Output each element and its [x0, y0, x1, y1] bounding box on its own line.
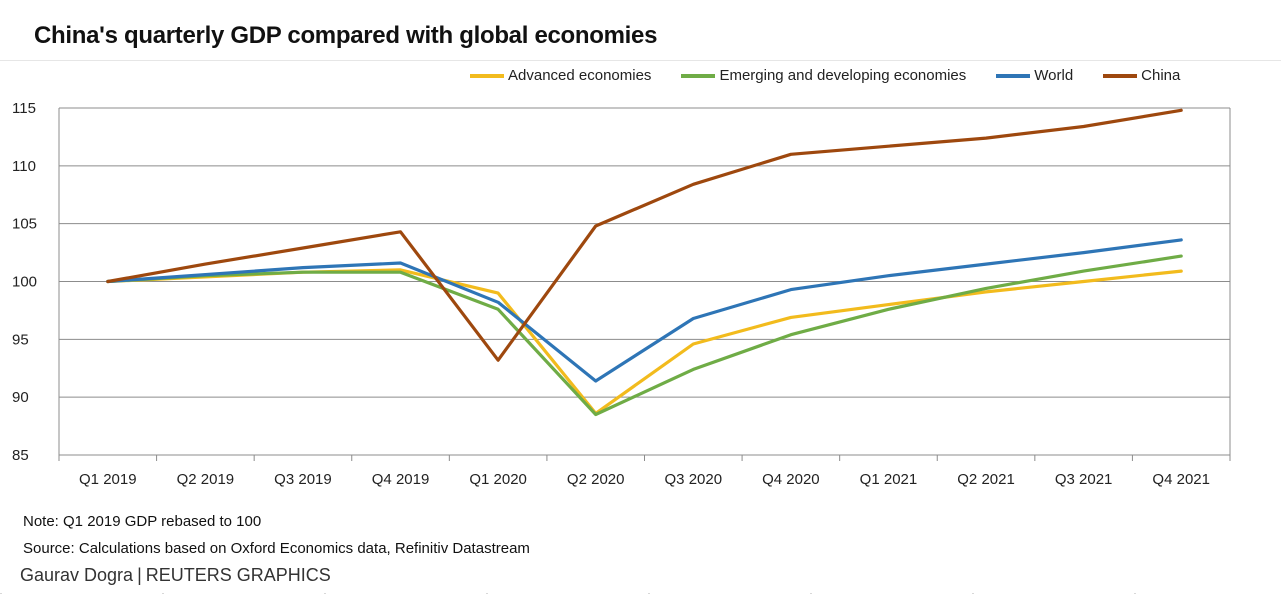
- gridlines: [58, 107, 1231, 456]
- y-tick-label: 95: [12, 331, 29, 348]
- x-tick-label: Q3 2021: [1055, 471, 1113, 488]
- credit-separator: |: [137, 565, 142, 585]
- chart-source: Source: Calculations based on Oxford Eco…: [23, 540, 530, 557]
- legend-item-world: World: [996, 67, 1073, 84]
- y-tick-label: 85: [12, 447, 29, 464]
- chart-title: China's quarterly GDP compared with glob…: [34, 22, 658, 49]
- legend-label-advanced: Advanced economies: [508, 67, 652, 84]
- legend-label-world: World: [1034, 67, 1074, 84]
- y-tick-label: 100: [12, 274, 37, 291]
- legend-item-emerging: Emerging and developing economies: [681, 67, 966, 84]
- chart-credit: Gaurav Dogra | REUTERS GRAPHICS: [20, 565, 331, 586]
- x-tick-label: Q2 2019: [177, 471, 235, 488]
- legend-swatch-world: [996, 73, 1031, 78]
- x-tick-label: Q4 2021: [1152, 471, 1210, 488]
- x-tick-label: Q1 2019: [79, 471, 137, 488]
- y-tick-label: 105: [12, 216, 37, 233]
- x-tick-label: Q4 2020: [762, 471, 820, 488]
- x-tick-label: Q2 2021: [957, 471, 1015, 488]
- y-tick-label: 110: [12, 158, 36, 175]
- series-line-china: [106, 108, 1183, 362]
- x-tick-label: Q3 2019: [274, 471, 332, 488]
- title-divider: [0, 60, 1281, 61]
- legend-swatch-advanced: [470, 73, 504, 78]
- legend-item-china: China: [1103, 67, 1180, 84]
- bottom-divider: [0, 593, 1281, 594]
- line-chart: 85 90 95 100 105 110 115 Q1 2019 Q2 2019 Q3 2019 Q…: [12, 100, 1231, 488]
- series-line-emerging-and-developing-economies: [106, 254, 1183, 417]
- credit-org: REUTERS GRAPHICS: [145, 565, 331, 585]
- x-tick-label: Q3 2020: [665, 471, 723, 488]
- chart-legend: Advanced economies Emerging and developi…: [470, 67, 1241, 84]
- credit-author: Gaurav Dogra: [20, 565, 134, 585]
- x-tick-label: Q4 2019: [372, 471, 430, 488]
- x-tick-label: Q2 2020: [567, 471, 625, 488]
- legend-label-emerging: Emerging and developing economies: [719, 67, 967, 84]
- legend-swatch-emerging: [681, 73, 716, 78]
- axes: 85 90 95 100 105 110 115 Q1 2019 Q2 2019 Q3 2019 Q…: [12, 100, 1231, 488]
- x-tick-label: Q1 2020: [469, 471, 527, 488]
- series-line-world: [106, 238, 1183, 383]
- series-lines: [106, 108, 1183, 417]
- legend-item-advanced: Advanced economies: [470, 67, 651, 84]
- chart-note: Note: Q1 2019 GDP rebased to 100: [23, 513, 262, 530]
- y-tick-label: 90: [12, 389, 29, 406]
- legend-swatch-china: [1103, 73, 1138, 78]
- legend-label-china: China: [1141, 67, 1181, 84]
- x-tick-label: Q1 2021: [860, 471, 918, 488]
- y-tick-label: 115: [12, 100, 36, 117]
